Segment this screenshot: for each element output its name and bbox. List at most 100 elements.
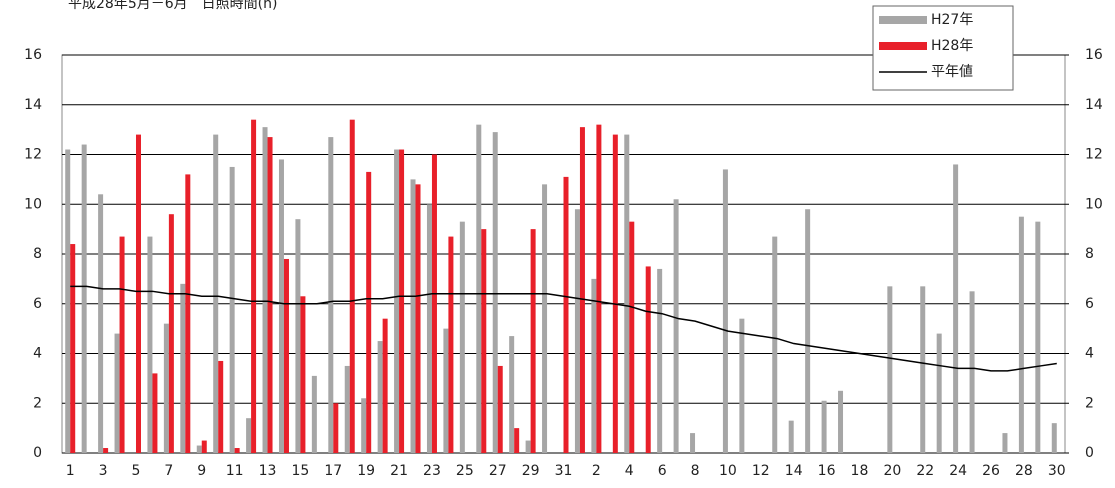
- y-tick-label: 14: [24, 97, 42, 113]
- y2-tick-label: 6: [1085, 296, 1094, 312]
- legend-label: 平年値: [931, 64, 973, 80]
- y2-tick-label: 0: [1085, 445, 1094, 461]
- x-tick-label: 11: [226, 463, 244, 479]
- y2-tick-label: 8: [1085, 246, 1094, 262]
- x-tick-label: 14: [785, 463, 803, 479]
- bar: [163, 323, 169, 453]
- x-tick-label: 27: [489, 463, 507, 479]
- x-tick-label: 17: [324, 463, 342, 479]
- bar: [328, 137, 334, 453]
- bar: [690, 433, 696, 453]
- y2-tick-label: 16: [1085, 47, 1103, 63]
- bar: [936, 333, 942, 453]
- bar: [481, 229, 487, 453]
- bar: [229, 166, 235, 453]
- bar: [410, 179, 416, 453]
- bar: [953, 164, 959, 453]
- bar: [267, 137, 273, 453]
- bar: [448, 236, 454, 453]
- bar: [70, 244, 76, 453]
- bar: [1035, 221, 1041, 453]
- x-tick-label: 10: [719, 463, 737, 479]
- bar: [382, 318, 388, 453]
- bar: [344, 365, 350, 453]
- bar: [333, 403, 339, 453]
- y-tick-label: 6: [33, 296, 42, 312]
- bar: [530, 229, 536, 453]
- bar: [218, 360, 224, 453]
- x-tick-label: 8: [691, 463, 700, 479]
- x-tick-label: 5: [132, 463, 141, 479]
- bar: [431, 154, 437, 453]
- x-tick-label: 25: [456, 463, 474, 479]
- y2-tick-label: 12: [1085, 147, 1103, 163]
- legend-swatch: [879, 42, 927, 50]
- y-tick-label: 16: [24, 47, 42, 63]
- x-tick-label: 21: [390, 463, 408, 479]
- bar: [98, 194, 104, 454]
- x-tick-label: 15: [292, 463, 310, 479]
- bar: [722, 169, 728, 454]
- bar: [492, 132, 498, 454]
- bar: [612, 134, 618, 453]
- y-tick-label: 4: [33, 346, 42, 362]
- bar: [443, 328, 449, 453]
- legend-swatch: [879, 16, 927, 24]
- bar: [887, 286, 893, 453]
- bar: [251, 119, 257, 454]
- bar: [119, 236, 125, 453]
- x-tick-label: 31: [555, 463, 573, 479]
- x-tick-label: 13: [259, 463, 277, 479]
- x-tick-label: 9: [197, 463, 206, 479]
- y2-tick-label: 14: [1085, 97, 1103, 113]
- bar: [361, 398, 367, 453]
- x-tick-label: 18: [851, 463, 869, 479]
- bar: [629, 221, 635, 453]
- normal-line: [70, 285, 1057, 372]
- bar: [525, 440, 531, 453]
- bar: [596, 124, 602, 454]
- y-tick-label: 10: [24, 196, 42, 212]
- bar: [542, 184, 548, 453]
- x-tick-label: 3: [99, 463, 108, 479]
- bar: [196, 445, 202, 453]
- bar: [1051, 423, 1057, 453]
- y2-tick-label: 10: [1085, 196, 1103, 212]
- bar: [673, 199, 679, 453]
- bar: [201, 440, 207, 453]
- bar: [805, 209, 811, 453]
- bar: [262, 127, 268, 453]
- bar: [65, 149, 71, 453]
- x-tick-label: 12: [752, 463, 770, 479]
- bar: [1002, 433, 1008, 453]
- bar: [377, 341, 383, 453]
- x-tick-label: 24: [949, 463, 967, 479]
- bar: [152, 373, 158, 453]
- x-tick-label: 16: [818, 463, 836, 479]
- chart-title: 平成28年5月－6月 日照時間(h): [68, 0, 277, 12]
- bar: [283, 258, 289, 453]
- bar: [821, 400, 827, 453]
- bar: [739, 318, 745, 453]
- x-tick-label: 26: [982, 463, 1000, 479]
- bar: [114, 333, 120, 453]
- bar: [295, 219, 301, 453]
- x-tick-label: 7: [164, 463, 173, 479]
- bar: [300, 296, 306, 453]
- bar: [399, 149, 405, 453]
- x-tick-label: 19: [357, 463, 375, 479]
- bar: [213, 134, 219, 453]
- x-tick-label: 4: [625, 463, 634, 479]
- bar: [788, 420, 794, 453]
- x-tick-label: 28: [1015, 463, 1033, 479]
- bar: [645, 266, 651, 453]
- x-tick-label: 30: [1048, 463, 1066, 479]
- x-tick-label: 1: [66, 463, 75, 479]
- bar: [426, 204, 432, 453]
- y-tick-label: 0: [33, 445, 42, 461]
- y-tick-label: 12: [24, 147, 42, 163]
- x-tick-label: 6: [658, 463, 667, 479]
- bar: [591, 278, 597, 453]
- bar: [278, 159, 284, 453]
